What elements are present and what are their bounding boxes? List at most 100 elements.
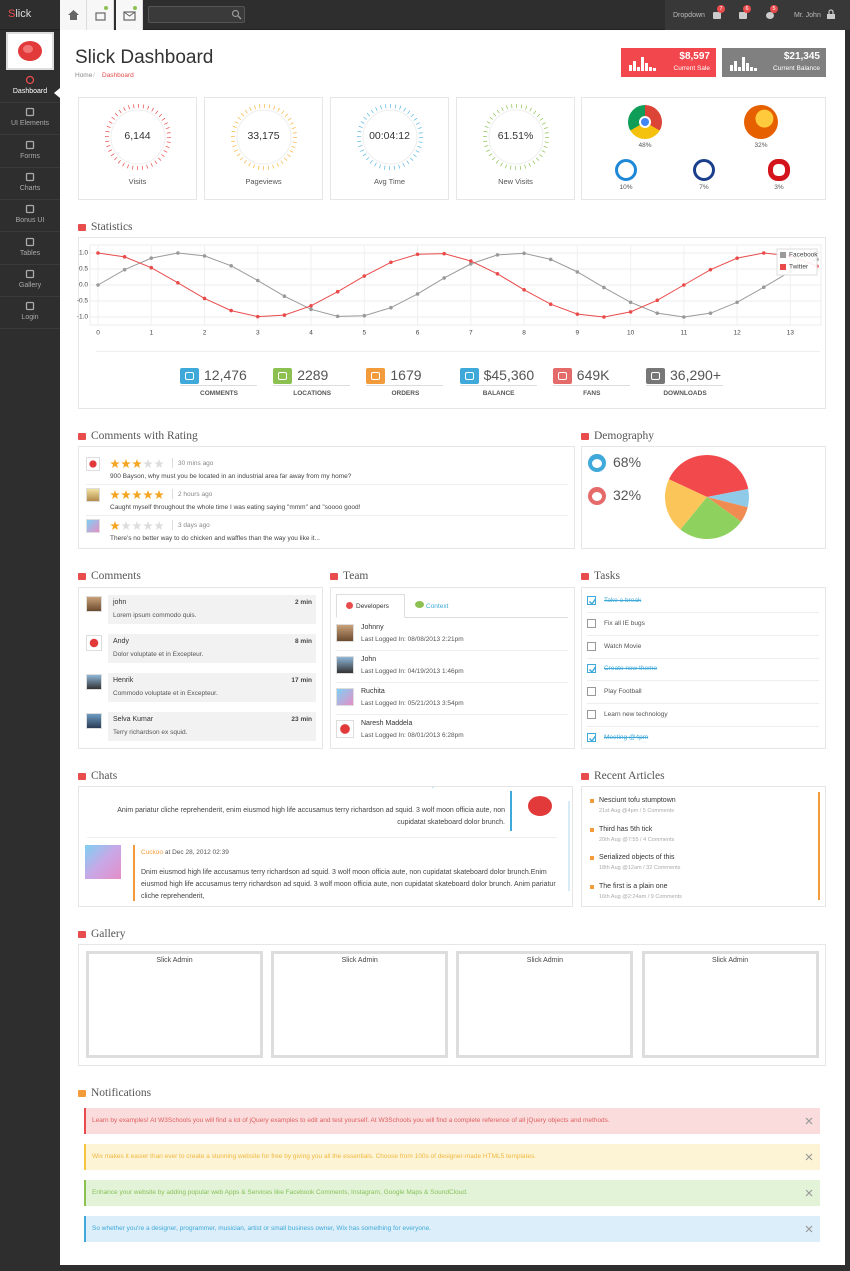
article-title[interactable]: Third has 5th tick	[599, 825, 653, 833]
sidebar-item[interactable]	[0, 169, 60, 200]
icon-glyph	[25, 75, 35, 85]
sidebar-label: Forms	[20, 152, 40, 160]
alert-close[interactable]	[805, 1153, 813, 1161]
gallery-item[interactable]: Slick Admin	[456, 951, 634, 1058]
user-name[interactable]: Mr. John	[794, 12, 821, 19]
dropdown[interactable]: Dropdown	[673, 12, 705, 19]
gauge-label: New Visits	[498, 177, 533, 186]
task-checkbox[interactable]	[587, 710, 596, 719]
alert	[84, 1108, 820, 1134]
gallery-item[interactable]: Slick Admin	[271, 951, 449, 1058]
browser-icon	[768, 159, 790, 181]
counter-label: BALANCE	[482, 390, 515, 397]
sidebar-item[interactable]	[0, 234, 60, 265]
gauge-ticks	[230, 104, 297, 170]
task-checkbox[interactable]	[587, 618, 596, 628]
task-checkbox[interactable]	[587, 687, 596, 697]
article-title[interactable]: Serialized objects of this	[599, 854, 675, 862]
chrome-center	[639, 116, 651, 128]
search-box[interactable]	[148, 6, 245, 23]
data-point	[522, 251, 526, 256]
x-tick-label: 4	[309, 330, 313, 337]
star	[110, 490, 120, 500]
badge: 7	[717, 5, 725, 13]
tasks-panel	[581, 587, 826, 749]
data-point	[761, 251, 766, 255]
avatar	[86, 519, 100, 533]
counter-value: 1679	[390, 367, 422, 383]
star	[110, 521, 120, 531]
sidebar-item[interactable]	[0, 137, 60, 168]
data-point	[628, 300, 633, 305]
nav-tab[interactable]	[87, 0, 114, 30]
tab[interactable]	[336, 594, 405, 618]
mail-flap	[123, 11, 136, 17]
y-tick-label: 0.0	[79, 282, 88, 289]
avatar	[86, 596, 102, 612]
task-checkbox[interactable]	[587, 641, 596, 651]
sidebar-item[interactable]	[0, 298, 60, 330]
x-tick-label: 2	[203, 330, 207, 337]
task-checkbox[interactable]	[587, 664, 597, 674]
star	[132, 490, 142, 500]
alert	[84, 1180, 820, 1206]
sidebar-item[interactable]	[0, 104, 60, 136]
data-point	[522, 288, 526, 292]
star	[110, 459, 120, 469]
article-meta: 20th Aug @7:55 / 4 Comments	[599, 836, 675, 843]
series-line	[97, 252, 818, 318]
member-login: Last Logged In: 04/19/2013 1:46pm	[361, 668, 464, 675]
browser-icon	[744, 105, 778, 139]
sidebar-label: Gallery	[18, 281, 42, 289]
member-name: John	[361, 656, 377, 663]
alert-close[interactable]	[805, 1117, 813, 1125]
data-point	[362, 274, 367, 278]
rating-text: 900 Bayson, why must you be located in a…	[110, 473, 352, 480]
counter-label: DOWNLOADS	[663, 390, 707, 397]
task-checkbox[interactable]	[587, 596, 597, 606]
gallery-item[interactable]: Slick Admin	[641, 951, 819, 1058]
alert-close[interactable]	[805, 1189, 813, 1197]
top-icon	[766, 12, 774, 19]
gender-icon	[588, 454, 606, 472]
data-point	[255, 278, 260, 283]
check	[588, 735, 597, 742]
counter-icon	[366, 368, 386, 384]
counter-glyph	[557, 372, 567, 380]
icon-glyph	[713, 12, 721, 19]
row-divider	[587, 726, 819, 727]
task-checkbox[interactable]	[587, 732, 597, 742]
face	[592, 459, 602, 468]
stats-divider	[96, 351, 820, 352]
row-divider	[86, 515, 568, 516]
mini-bar	[641, 57, 644, 71]
chat-author: Cowboy	[412, 787, 435, 788]
mini-bar	[653, 68, 656, 71]
avatar	[86, 713, 102, 729]
counter-icon	[273, 368, 293, 384]
summary-box	[621, 48, 716, 77]
nav-tab[interactable]	[116, 0, 143, 30]
alert-close[interactable]	[805, 1225, 813, 1233]
article-title[interactable]: Nesciunt tofu stumptown	[599, 797, 676, 804]
task-text: Learn new technology	[604, 711, 668, 718]
data-point	[229, 264, 233, 268]
pie-slice	[707, 488, 749, 508]
sidebar-item[interactable]	[0, 201, 60, 233]
breadcrumb-current: Dashboard	[102, 72, 134, 79]
comment-name: john	[113, 599, 127, 606]
x-tick-label: 9	[576, 330, 580, 337]
time-divider	[172, 520, 173, 530]
star-rating	[110, 490, 164, 500]
section-icon	[78, 573, 86, 580]
check-glyph	[588, 735, 597, 742]
breadcrumb-home[interactable]: Home	[75, 72, 93, 79]
active-arrow	[54, 88, 60, 98]
row-divider	[587, 634, 819, 636]
avatar	[336, 688, 354, 706]
article-title[interactable]: The first is a plain one	[599, 883, 668, 891]
comment-name: Andy	[113, 638, 129, 645]
sidebar-item[interactable]	[0, 72, 60, 103]
sidebar-item[interactable]	[0, 266, 60, 297]
gallery-item[interactable]: Slick Admin	[86, 951, 263, 1058]
